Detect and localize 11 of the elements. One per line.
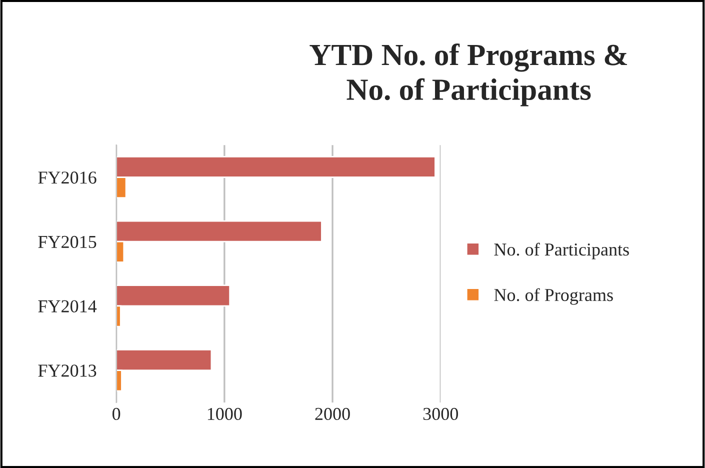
- x-tick-label: 1000: [208, 408, 242, 420]
- y-tick-label: FY2016: [38, 172, 96, 184]
- chart-title: YTD No. of Programs & No. of Participants: [310, 44, 628, 106]
- x-tick-label: 3000: [423, 408, 458, 420]
- y-tick-label: FY2013: [38, 364, 96, 377]
- x-tick-label: 2000: [315, 408, 350, 420]
- legend-label: No. of Programs: [494, 288, 613, 305]
- legend-label: No. of Participants: [494, 242, 629, 260]
- x-tick-label: 0: [112, 408, 120, 420]
- y-tick-label: FY2014: [38, 300, 97, 312]
- y-tick-label: FY2015: [38, 236, 96, 248]
